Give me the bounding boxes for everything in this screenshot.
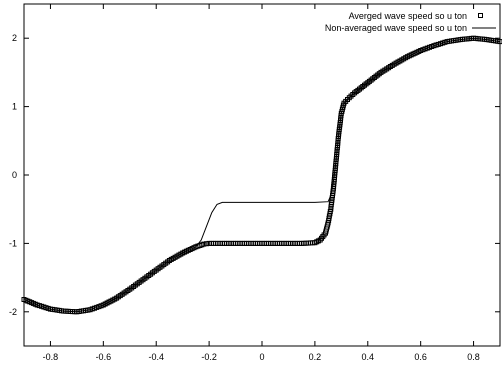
y-tick-label: 2 bbox=[12, 33, 17, 43]
x-tick-label: 0.2 bbox=[309, 352, 322, 362]
data-point-averaged bbox=[497, 39, 502, 45]
x-tick-label: 0.6 bbox=[414, 352, 427, 362]
series-markers-averaged bbox=[21, 35, 502, 315]
legend-label-non-averaged: Non-averaged wave speed so u ton bbox=[325, 23, 467, 33]
x-tick-label: -0.4 bbox=[148, 352, 164, 362]
y-tick-label: -1 bbox=[9, 238, 17, 248]
y-tick-label: -2 bbox=[9, 307, 17, 317]
series-layer bbox=[21, 35, 502, 315]
series-line-non-averaged bbox=[23, 37, 501, 313]
x-tick-label: -0.6 bbox=[96, 352, 112, 362]
x-tick-label: 0 bbox=[259, 352, 264, 362]
legend-label-averaged: Averged wave speed so u ton bbox=[349, 11, 467, 21]
y-tick-label: 0 bbox=[12, 170, 17, 180]
axis-ticks: -0.8 -0.6 -0.4 -0.2 0 0.2 0.4 0.6 0.8 -2 -1 0 1 2 bbox=[9, 4, 500, 362]
x-tick-label: 0.4 bbox=[362, 352, 375, 362]
legend-marker-averaged bbox=[478, 13, 483, 18]
y-tick-label: 1 bbox=[12, 102, 17, 112]
legend: Averged wave speed so u ton Non-averaged… bbox=[325, 11, 496, 33]
x-tick-label: -0.2 bbox=[201, 352, 217, 362]
x-tick-label: 0.8 bbox=[467, 352, 480, 362]
x-tick-label: -0.8 bbox=[43, 352, 59, 362]
data-point-averaged bbox=[201, 241, 207, 247]
plot-frame bbox=[23, 3, 501, 347]
data-point-averaged bbox=[204, 241, 209, 247]
